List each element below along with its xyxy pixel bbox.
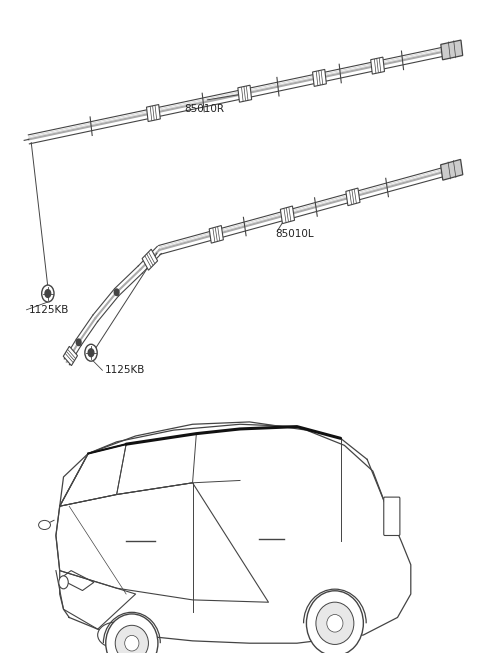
Circle shape xyxy=(88,349,94,357)
Polygon shape xyxy=(63,346,77,365)
Circle shape xyxy=(59,576,68,589)
Circle shape xyxy=(45,289,51,297)
FancyBboxPatch shape xyxy=(384,497,400,535)
Polygon shape xyxy=(346,188,360,206)
Polygon shape xyxy=(146,104,160,121)
Polygon shape xyxy=(142,249,157,270)
Circle shape xyxy=(114,289,119,295)
Text: 85010L: 85010L xyxy=(276,229,314,239)
Text: 85010R: 85010R xyxy=(184,104,225,113)
Ellipse shape xyxy=(316,602,354,644)
Circle shape xyxy=(85,344,97,361)
Ellipse shape xyxy=(106,614,158,656)
Polygon shape xyxy=(441,159,463,180)
Ellipse shape xyxy=(327,615,343,632)
Polygon shape xyxy=(441,40,463,60)
Ellipse shape xyxy=(115,625,148,656)
Circle shape xyxy=(42,285,54,302)
Text: 1125KB: 1125KB xyxy=(29,305,69,315)
Ellipse shape xyxy=(38,520,50,529)
Circle shape xyxy=(76,339,81,346)
Polygon shape xyxy=(312,70,326,87)
Text: 1125KB: 1125KB xyxy=(105,365,145,375)
Polygon shape xyxy=(209,226,223,243)
Ellipse shape xyxy=(306,591,363,656)
Polygon shape xyxy=(371,57,384,74)
Polygon shape xyxy=(280,206,295,224)
Polygon shape xyxy=(238,85,252,102)
Ellipse shape xyxy=(125,636,139,651)
Ellipse shape xyxy=(97,622,136,648)
